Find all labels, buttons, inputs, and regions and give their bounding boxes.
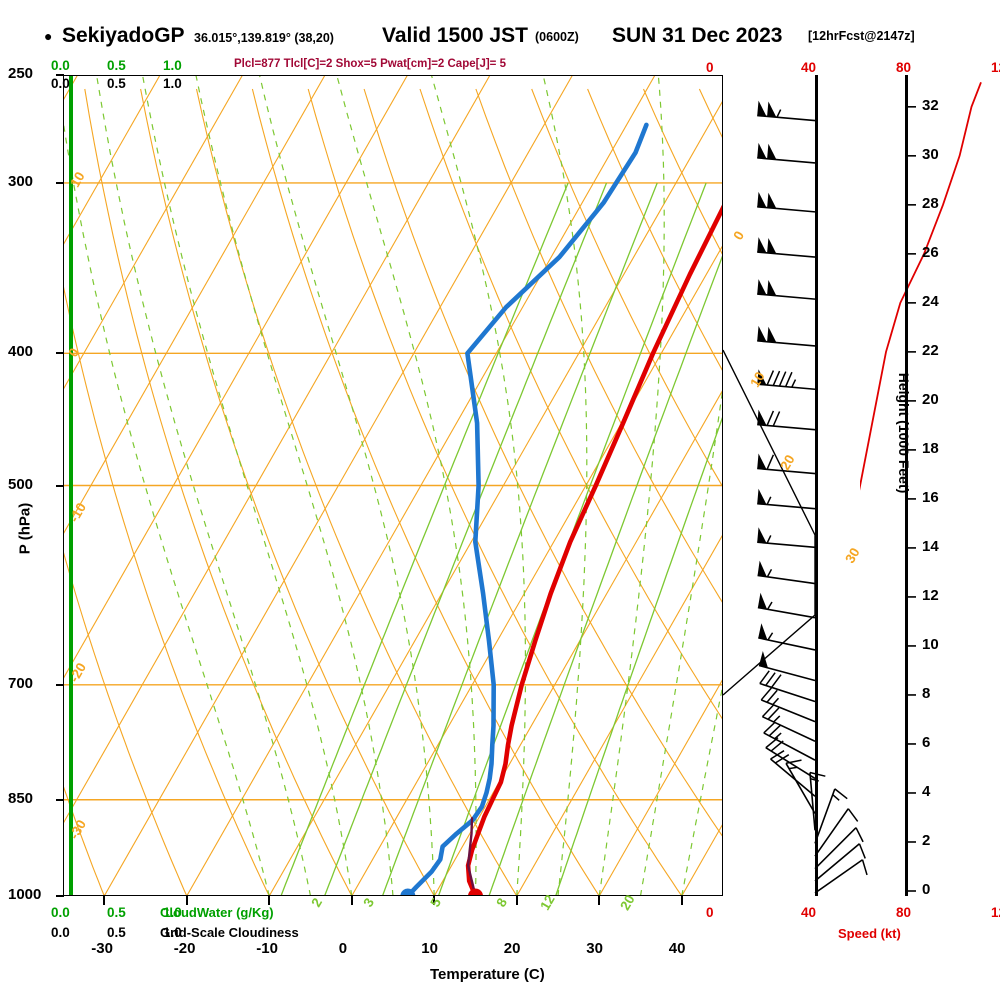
wind-barb <box>757 279 816 300</box>
pressure-tick-700: 700 <box>8 674 34 692</box>
temperature-tick-mark <box>103 896 106 905</box>
wind-barb <box>814 843 866 882</box>
temperature-tick-mark <box>350 896 353 905</box>
wind-barb <box>757 488 816 510</box>
sounding-indices: Plcl=877 Tlcl[C]=2 Shox=5 Pwat[cm]=2 Cap… <box>234 58 506 70</box>
wind-barb <box>770 750 816 797</box>
temperature-axis-title: Temperature (C) <box>430 966 545 983</box>
wind-barb <box>757 142 816 164</box>
temperature-tick-mark <box>185 896 188 905</box>
station-coords: 36.015°,139.819° (38,20) <box>194 31 334 45</box>
wind-barb <box>757 369 816 391</box>
height-axis-title: Height (1000 Feet) <box>896 372 912 494</box>
cloudwater-tick-bottom-1: 0.5 <box>107 905 126 920</box>
mixing-ratio-label-2: 5 <box>427 895 445 910</box>
temperature-tick-mark <box>433 896 436 905</box>
temperature-tick--30: -30 <box>91 940 113 957</box>
surface-temperature-dot <box>468 888 483 896</box>
wind-barb <box>757 592 816 619</box>
cloudiness-tick-bottom-1: 0.5 <box>107 925 126 940</box>
speed-tick-bottom-0: 0 <box>706 905 714 920</box>
pressure-tick-850: 850 <box>8 789 34 807</box>
mixing-ratio-label-3: 8 <box>493 895 511 910</box>
wind-barb <box>757 560 816 585</box>
wind-barb <box>757 191 816 213</box>
cloudwater-axis-title: CloudWater (g/Kg) <box>160 905 274 920</box>
wind-barb-panel <box>723 100 868 894</box>
title-bar: ● SekiyadoGP 36.015°,139.819° (38,20) Va… <box>0 24 1000 52</box>
sounding-curve-temperature <box>465 202 723 896</box>
sounding-curve-parcel <box>466 817 477 896</box>
surface-dewpoint-dot <box>400 888 416 896</box>
valid-time: Valid 1500 JST <box>382 24 528 47</box>
temperature-tick-10: 10 <box>421 940 438 957</box>
temperature-tick-20: 20 <box>503 940 521 957</box>
pressure-tick-300: 300 <box>8 172 34 190</box>
wind-barb-zero-axis <box>815 75 818 896</box>
wind-barb <box>757 409 816 431</box>
speed-tick-top-80: 80 <box>896 60 912 75</box>
wind-barb <box>814 808 859 857</box>
sounding-curve-dewpoint <box>405 122 649 896</box>
temperature-tick-mark <box>268 896 271 905</box>
pressure-tick-1000: 1000 <box>8 886 42 903</box>
wind-barb <box>758 651 816 682</box>
temperature-tick-30: 30 <box>586 940 603 957</box>
cloudiness-tick-bottom-0: 0.0 <box>51 925 70 940</box>
wind-barb <box>757 100 816 122</box>
speed-tick-bottom-120: 120 <box>991 905 1000 920</box>
speed-tick-bottom-80: 80 <box>896 905 912 920</box>
wind-barb <box>758 623 816 651</box>
temperature-tick-mark <box>515 896 518 905</box>
skewt-frame <box>63 75 723 896</box>
speed-tick-top-40: 40 <box>801 60 817 75</box>
wind-barb <box>757 237 816 258</box>
mixing-ratio-label-1: 3 <box>360 895 378 910</box>
wind-barb <box>814 859 868 894</box>
mixing-ratio-label-0: 2 <box>308 895 326 910</box>
station-name: SekiyadoGP <box>62 24 185 47</box>
forecast-stamp: [12hrFcst@2147z] <box>808 29 915 43</box>
wind-barb <box>760 687 816 723</box>
valid-date: SUN 31 Dec 2023 <box>612 24 783 47</box>
speed-tick-top-120: 120 <box>991 60 1000 75</box>
skewt-plot-area <box>63 75 723 896</box>
temperature-tick-40: 40 <box>668 940 686 957</box>
wind-barb <box>757 453 816 475</box>
pressure-axis-title: P (hPa) <box>16 502 34 555</box>
wind-barb <box>759 670 816 703</box>
speed-tick-bottom-40: 40 <box>801 905 817 920</box>
skewt-canvas <box>63 75 723 896</box>
temperature-tick-mark <box>680 896 683 905</box>
temperature-tick-0: 0 <box>338 940 348 957</box>
height-axis-line <box>905 75 908 896</box>
temperature-tick--20: -20 <box>173 940 196 957</box>
height-speed-panel <box>860 81 982 892</box>
wind-barb <box>757 527 816 549</box>
cloudiness-axis-title: Grid-Scale Cloudiness <box>160 925 299 940</box>
speed-vs-height-curve <box>860 81 982 491</box>
temperature-tick-mark <box>598 896 601 905</box>
wind-barb <box>814 827 864 870</box>
wind-barb <box>761 704 816 742</box>
speed-axis-title: Speed (kt) <box>838 926 901 941</box>
cloudwater-tick-bottom-0: 0.0 <box>51 905 70 920</box>
wind-barb <box>785 759 816 814</box>
pressure-tick-400: 400 <box>8 343 34 361</box>
wind-barb <box>814 788 848 844</box>
wind-barb <box>763 721 816 761</box>
wind-barb <box>757 325 816 347</box>
temperature-tick--10: -10 <box>256 940 278 957</box>
station-bullet-icon: ● <box>44 28 53 44</box>
valid-utc: (0600Z) <box>535 30 579 44</box>
